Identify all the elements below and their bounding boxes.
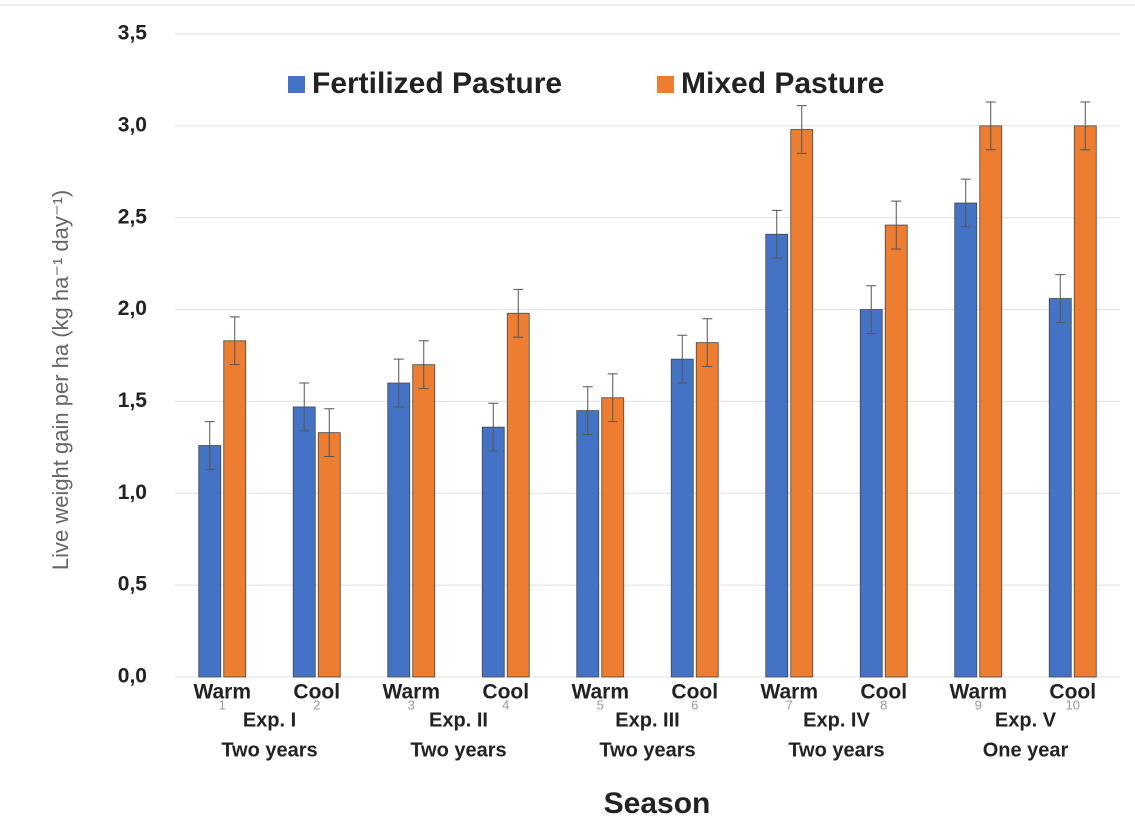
error-bar: [582, 386, 593, 435]
legend-label: Mixed Pasture: [681, 67, 884, 100]
season-label: Warm: [193, 681, 251, 704]
error-bar: [1080, 101, 1091, 151]
legend-swatch: [657, 76, 674, 93]
bar: [979, 125, 1003, 678]
y-tick-label: 2,0: [118, 297, 147, 320]
error-bar: [488, 402, 499, 452]
error-bar: [418, 340, 429, 390]
bar: [601, 397, 625, 678]
legend-swatch: [288, 76, 305, 93]
bar: [1073, 125, 1097, 678]
bar: [576, 410, 600, 678]
y-tick-label: 0,0: [118, 665, 147, 688]
bar: [1048, 298, 1072, 678]
x-tick-label: 9: [975, 697, 982, 712]
bar: [387, 382, 411, 678]
season-label: Cool: [860, 681, 907, 704]
group-label: Exp. III: [615, 709, 679, 731]
y-axis-title: Live weight gain per ha (kg ha⁻¹ day⁻¹): [48, 190, 73, 570]
bar: [859, 309, 883, 678]
season-label: Warm: [760, 681, 818, 704]
group-period: Two years: [410, 739, 506, 761]
bar: [790, 129, 814, 678]
error-bar: [702, 318, 713, 368]
error-bar: [891, 200, 902, 250]
error-bar: [985, 101, 996, 151]
error-bar: [1055, 274, 1066, 323]
error-bar: [607, 373, 618, 423]
error-bar: [393, 358, 404, 408]
error-bar: [204, 421, 215, 470]
season-label: Cool: [482, 681, 529, 704]
x-tick-label: 4: [502, 697, 509, 712]
group-period: Two years: [599, 739, 695, 761]
bar: [884, 224, 908, 678]
error-bar: [324, 408, 335, 458]
x-tick-label: 7: [786, 697, 793, 712]
group-label: Exp. IV: [803, 709, 870, 731]
group-label: Exp. II: [429, 709, 488, 731]
error-bar: [229, 316, 240, 366]
bar: [765, 233, 789, 678]
bar: [481, 426, 505, 678]
y-tick-label: 0,5: [118, 573, 148, 596]
y-tick-label: 3,5: [118, 22, 148, 45]
bar: [198, 445, 222, 678]
season-label: Cool: [671, 681, 718, 704]
error-bar: [960, 178, 971, 228]
error-bar: [771, 209, 782, 259]
x-tick-label: 8: [880, 697, 887, 712]
y-tick-label: 1,5: [118, 389, 148, 412]
y-tick-label: 2,5: [118, 205, 148, 228]
group-period: Two years: [221, 739, 317, 761]
season-label: Cool: [1049, 681, 1096, 704]
bar: [695, 342, 719, 678]
error-bar: [677, 334, 688, 384]
x-tick-label: 3: [408, 697, 415, 712]
group-label: Exp. I: [243, 709, 296, 731]
error-bar: [299, 382, 310, 432]
bar: [292, 406, 316, 678]
bar: [412, 364, 436, 678]
season-label: Warm: [949, 681, 1007, 704]
bar: [223, 340, 247, 678]
x-tick-label: 10: [1066, 697, 1080, 712]
season-label: Cool: [293, 681, 340, 704]
group-period: One year: [983, 739, 1069, 761]
x-tick-label: 5: [597, 697, 604, 712]
x-tick-label: 6: [691, 697, 698, 712]
x-axis-title: Season: [604, 787, 711, 820]
season-label: Warm: [382, 681, 440, 704]
bar: [317, 432, 341, 678]
error-bar: [513, 288, 524, 338]
y-tick-label: 1,0: [118, 481, 147, 504]
error-bar: [866, 285, 877, 334]
error-bar: [796, 105, 807, 154]
x-tick-label: 1: [219, 697, 226, 712]
bar: [954, 202, 978, 678]
bar: [670, 358, 694, 678]
x-tick-label: 2: [313, 697, 320, 712]
legend-label: Fertilized Pasture: [312, 67, 562, 100]
group-period: Two years: [788, 739, 884, 761]
season-label: Warm: [571, 681, 629, 704]
group-label: Exp. V: [995, 709, 1057, 731]
bar: [506, 312, 530, 678]
y-tick-label: 3,0: [118, 113, 147, 136]
